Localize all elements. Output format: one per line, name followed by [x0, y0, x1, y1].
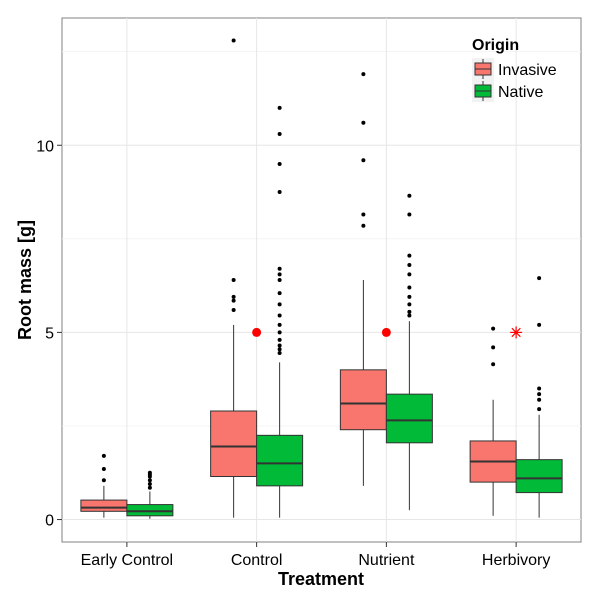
outlier-point	[277, 330, 282, 335]
box-native-early-control	[126, 491, 174, 519]
y-tick-label: 0	[45, 513, 54, 530]
x-tick-label: Control	[231, 552, 283, 569]
outlier-point	[491, 345, 496, 350]
outlier-point	[361, 72, 366, 77]
iqr-box	[385, 393, 433, 444]
boxplot-boxes	[80, 280, 563, 519]
legend-title: Origin	[472, 37, 519, 54]
legend: Origin Invasive Native	[472, 37, 557, 102]
outlier-point	[277, 161, 282, 166]
x-tick-label: Herbivory	[482, 552, 550, 569]
outlier-point	[101, 467, 106, 472]
outlier-point	[407, 313, 412, 318]
box-invasive-early-control	[80, 485, 128, 518]
y-tick-label: 5	[45, 325, 54, 342]
box-native-nutrient	[385, 321, 433, 511]
outlier-point	[277, 347, 282, 352]
box-native-control	[256, 362, 304, 518]
outlier-points	[101, 38, 542, 490]
outlier-point	[277, 343, 282, 348]
outlier-point	[537, 397, 542, 402]
outlier-point	[277, 132, 282, 137]
box-invasive-nutrient	[339, 280, 387, 486]
y-axis-title: Root mass [g]	[15, 220, 35, 340]
x-axis-title: Treatment	[278, 569, 364, 589]
outlier-point	[361, 120, 366, 125]
box-invasive-herbivory	[469, 399, 517, 516]
legend-label-invasive: Invasive	[498, 62, 557, 79]
y-tick-label: 10	[36, 138, 54, 155]
outlier-point	[231, 298, 236, 303]
x-tick-label: Nutrient	[358, 552, 415, 569]
outlier-point	[407, 302, 412, 307]
legend-label-native: Native	[498, 84, 543, 101]
outlier-point	[277, 313, 282, 318]
y-axis-ticks: 0 5 10	[36, 138, 62, 530]
annotation-markers	[252, 326, 523, 339]
outlier-point	[231, 278, 236, 282]
annotation-asterisk	[510, 326, 523, 339]
annotation-dot	[252, 327, 262, 337]
outlier-point	[277, 272, 282, 277]
box-native-herbivory	[515, 414, 563, 518]
outlier-point	[277, 105, 282, 110]
outlier-point	[407, 263, 412, 268]
outlier-point	[491, 326, 496, 331]
outlier-point	[407, 309, 412, 314]
asterisk-stroke	[511, 327, 521, 338]
outlier-point	[407, 212, 412, 217]
outlier-point	[407, 272, 412, 277]
outlier-point	[101, 453, 106, 458]
outlier-point	[231, 294, 236, 299]
outlier-point	[277, 302, 282, 307]
outlier-point	[277, 278, 282, 282]
outlier-point	[407, 294, 412, 299]
outlier-point	[537, 392, 542, 397]
outlier-point	[407, 285, 412, 290]
outlier-point	[537, 322, 542, 327]
outlier-point	[101, 478, 106, 483]
outlier-point	[537, 386, 542, 391]
iqr-box	[126, 504, 174, 517]
outlier-point	[407, 193, 412, 198]
outlier-point	[407, 253, 412, 258]
outlier-point	[277, 337, 282, 342]
outlier-point	[277, 350, 282, 355]
iqr-box	[515, 459, 563, 494]
outlier-point	[537, 276, 542, 281]
outlier-point	[491, 362, 496, 367]
iqr-box	[80, 499, 128, 512]
major-gridlines	[62, 18, 581, 542]
outlier-point	[231, 38, 236, 43]
outlier-point	[147, 481, 152, 486]
iqr-box	[256, 434, 304, 487]
outlier-point	[231, 307, 236, 312]
outlier-point	[147, 485, 152, 490]
outlier-point	[277, 190, 282, 195]
outlier-point	[537, 407, 542, 412]
outlier-point	[361, 158, 366, 163]
outlier-point	[277, 291, 282, 296]
annotation-dot	[381, 327, 391, 337]
iqr-box	[339, 369, 387, 431]
x-axis-ticks: Early Control Control Nutrient Herbivory	[81, 542, 550, 569]
outlier-point	[277, 322, 282, 327]
outlier-point	[147, 470, 152, 475]
iqr-box	[210, 410, 258, 477]
x-tick-label: Early Control	[81, 552, 173, 569]
outlier-point	[147, 478, 152, 483]
outlier-point	[277, 266, 282, 271]
minor-gridlines	[62, 51, 581, 427]
outlier-point	[361, 212, 366, 217]
outlier-point	[361, 223, 366, 228]
